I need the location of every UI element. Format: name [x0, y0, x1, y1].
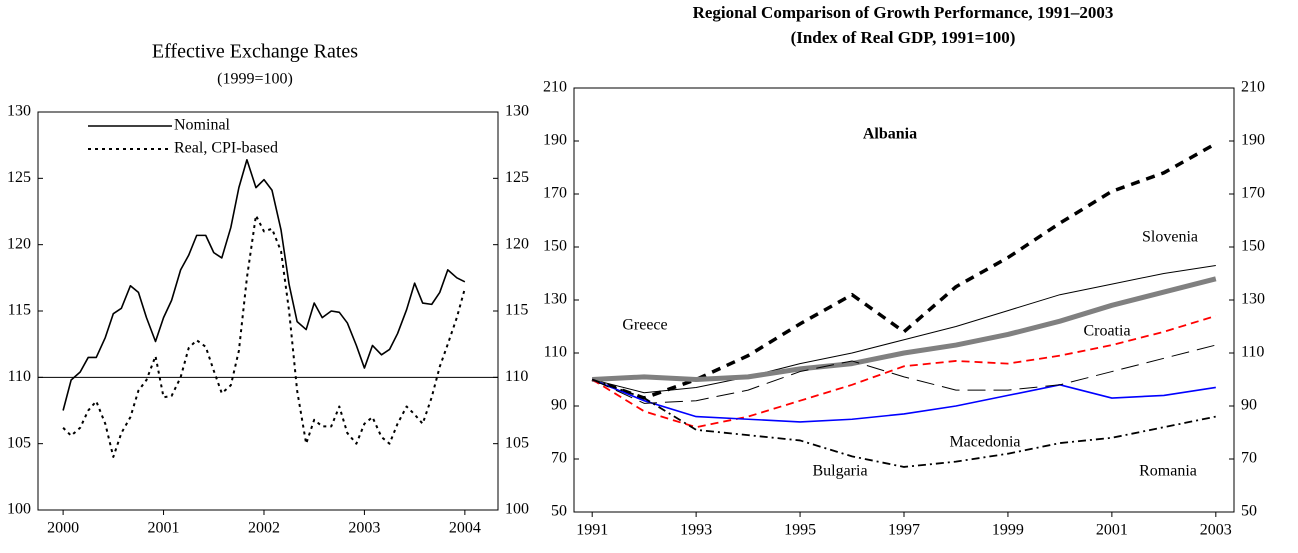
- y-tick-label: 90: [551, 397, 567, 414]
- y-tick-label: 115: [8, 302, 31, 319]
- y2-tick-label: 115: [505, 302, 528, 319]
- x-tick-label: 2000: [47, 520, 79, 537]
- x-tick-label: 2004: [449, 520, 481, 537]
- y-tick-label: 110: [8, 368, 31, 385]
- y2-tick-label: 210: [1241, 79, 1265, 96]
- y2-tick-label: 130: [1241, 291, 1265, 308]
- series-line: [591, 344, 1216, 404]
- x-tick-label: 2002: [248, 520, 280, 537]
- y2-tick-label: 190: [1241, 132, 1265, 149]
- y-tick-label: 105: [7, 434, 31, 451]
- legend-label: Real, CPI-based: [174, 140, 278, 157]
- annotation: Slovenia: [1142, 229, 1198, 246]
- annotation: Albania: [863, 126, 917, 143]
- legend-label: Nominal: [174, 117, 231, 134]
- series-line: [592, 276, 1217, 382]
- annotation: Greece: [622, 317, 667, 334]
- y-tick-label: 125: [7, 169, 31, 186]
- y2-tick-label: 150: [1241, 238, 1265, 255]
- series-line: [591, 142, 1217, 400]
- annotation: Romania: [1139, 463, 1197, 480]
- annotation: Bulgaria: [812, 463, 867, 480]
- x-tick-label: 1993: [680, 522, 712, 539]
- x-tick-label: 2003: [1200, 522, 1232, 539]
- y-tick-label: 130: [7, 103, 31, 120]
- y2-tick-label: 110: [1241, 344, 1264, 361]
- chart-subtitle: (Index of Real GDP, 1991=100): [791, 28, 1016, 47]
- y-tick-label: 120: [7, 235, 31, 252]
- y2-tick-label: 70: [1241, 450, 1257, 467]
- y-tick-label: 70: [551, 450, 567, 467]
- series-line: [591, 378, 1216, 423]
- y2-tick-label: 50: [1241, 503, 1257, 520]
- chart-subtitle: (1999=100): [217, 71, 293, 88]
- x-tick-label: 1991: [576, 522, 608, 539]
- x-tick-label: 2001: [1096, 522, 1128, 539]
- y2-tick-label: 125: [505, 169, 529, 186]
- series-line: [62, 214, 466, 458]
- series-line: [62, 158, 466, 411]
- y2-tick-label: 100: [505, 501, 529, 518]
- y-tick-label: 150: [543, 238, 567, 255]
- y-tick-label: 130: [543, 291, 567, 308]
- x-tick-label: 2001: [148, 520, 180, 537]
- y2-tick-label: 170: [1241, 185, 1265, 202]
- y2-tick-label: 120: [505, 235, 529, 252]
- chart-title: Regional Comparison of Growth Performanc…: [693, 3, 1114, 22]
- y-tick-label: 210: [543, 79, 567, 96]
- x-tick-label: 1995: [784, 522, 816, 539]
- y-tick-label: 170: [543, 185, 567, 202]
- y2-tick-label: 105: [505, 434, 529, 451]
- chart-title: Effective Exchange Rates: [152, 41, 358, 63]
- series-line: [591, 378, 1216, 468]
- annotation: Macedonia: [949, 434, 1020, 451]
- y2-tick-label: 130: [505, 103, 529, 120]
- x-tick-label: 2003: [348, 520, 380, 537]
- annotation: Croatia: [1083, 323, 1130, 340]
- y2-tick-label: 110: [505, 368, 528, 385]
- y-tick-label: 110: [544, 344, 567, 361]
- series-line: [592, 265, 1216, 394]
- series-line: [591, 315, 1217, 429]
- y2-tick-label: 90: [1241, 397, 1257, 414]
- x-tick-label: 1999: [992, 522, 1024, 539]
- y-tick-label: 50: [551, 503, 567, 520]
- y-tick-label: 100: [7, 501, 31, 518]
- x-tick-label: 1997: [888, 522, 920, 539]
- y-tick-label: 190: [543, 132, 567, 149]
- plot-frame: [37, 111, 499, 511]
